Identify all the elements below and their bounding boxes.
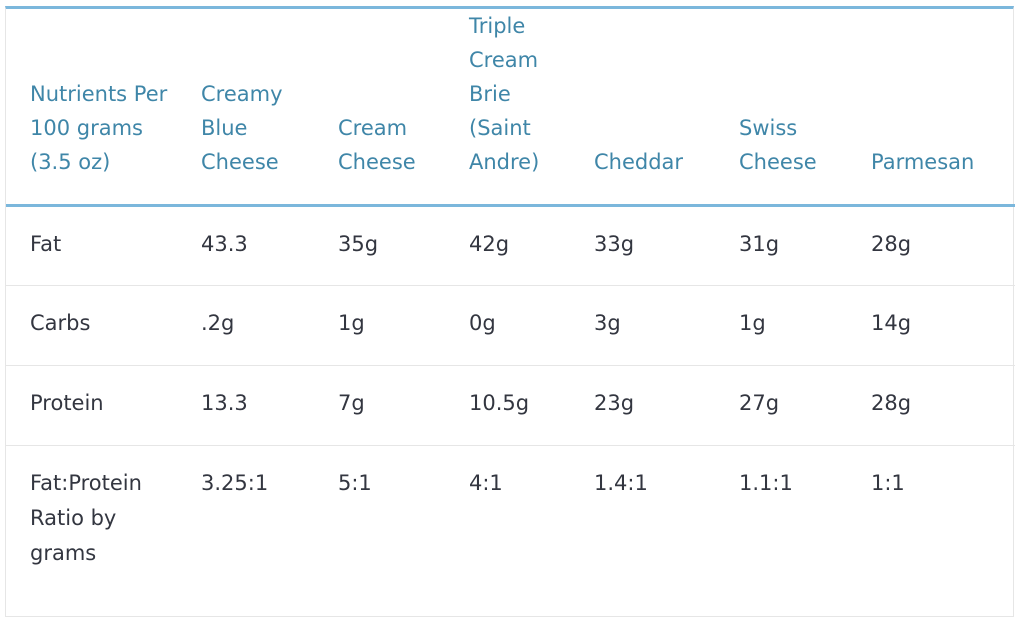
table-cell: 13.3 bbox=[177, 365, 314, 446]
header-cheddar: Cheddar bbox=[570, 9, 715, 207]
table-cell: 0g bbox=[445, 285, 570, 366]
header-cream-cheese: Cream Cheese bbox=[314, 9, 445, 207]
table-cell: 43.3 bbox=[177, 205, 314, 286]
header-nutrients: Nutrients Per 100 grams (3.5 oz) bbox=[6, 9, 177, 207]
row-label: Fat:Protein Ratio by grams bbox=[30, 471, 142, 565]
table-header: Nutrients Per 100 grams (3.5 oz) Creamy … bbox=[6, 9, 1015, 207]
table-cell: 4:1 bbox=[469, 471, 503, 495]
table-cell: 28g bbox=[847, 205, 1015, 286]
table-cell: 35g bbox=[314, 205, 445, 286]
table-cell: 3g bbox=[570, 285, 715, 366]
table-cell: 14g bbox=[847, 285, 1015, 366]
table-cell: 42g bbox=[445, 205, 570, 286]
row-label: Carbs bbox=[6, 285, 177, 366]
table-row-protein: Protein 13.3 7g 10.5g 23g 27g 28g bbox=[6, 365, 1015, 446]
table-cell: 23g bbox=[570, 365, 715, 446]
table-cell: .2g bbox=[177, 285, 314, 366]
table-row-fat-protein-ratio: Fat:Protein Ratio by grams 3.25:1 5:1 4:… bbox=[6, 446, 1015, 596]
table-body: Fat 43.3 35g 42g 33g 31g 28g Carbs .2g 1… bbox=[6, 205, 1015, 596]
table-cell: 10.5g bbox=[445, 365, 570, 446]
table-cell: 33g bbox=[570, 205, 715, 286]
table-cell: 28g bbox=[847, 365, 1015, 446]
table-row-carbs: Carbs .2g 1g 0g 3g 1g 14g bbox=[6, 285, 1015, 366]
table-cell: 1g bbox=[715, 285, 847, 366]
row-label: Fat bbox=[6, 205, 177, 286]
table-cell: 27g bbox=[715, 365, 847, 446]
table-cell: 7g bbox=[314, 365, 445, 446]
nutrition-table-container: Nutrients Per 100 grams (3.5 oz) Creamy … bbox=[5, 6, 1015, 617]
table-cell: 1:1 bbox=[871, 471, 905, 495]
header-parmesan: Parmesan bbox=[847, 9, 1015, 207]
header-triple-cream-brie: Triple Cream Brie (Saint Andre) bbox=[445, 9, 570, 207]
header-row: Nutrients Per 100 grams (3.5 oz) Creamy … bbox=[6, 9, 1015, 207]
header-swiss-cheese: Swiss Cheese bbox=[715, 9, 847, 207]
table-cell: 3.25:1 bbox=[201, 471, 269, 495]
header-creamy-blue-cheese: Creamy Blue Cheese bbox=[177, 9, 314, 207]
table-cell: 1.4:1 bbox=[594, 471, 648, 495]
nutrition-comparison-table: Nutrients Per 100 grams (3.5 oz) Creamy … bbox=[6, 9, 1015, 596]
table-row-fat: Fat 43.3 35g 42g 33g 31g 28g bbox=[6, 205, 1015, 286]
table-cell: 31g bbox=[715, 205, 847, 286]
row-label: Protein bbox=[6, 365, 177, 446]
table-cell: 1g bbox=[314, 285, 445, 366]
table-cell: 5:1 bbox=[338, 471, 372, 495]
table-cell: 1.1:1 bbox=[739, 471, 793, 495]
